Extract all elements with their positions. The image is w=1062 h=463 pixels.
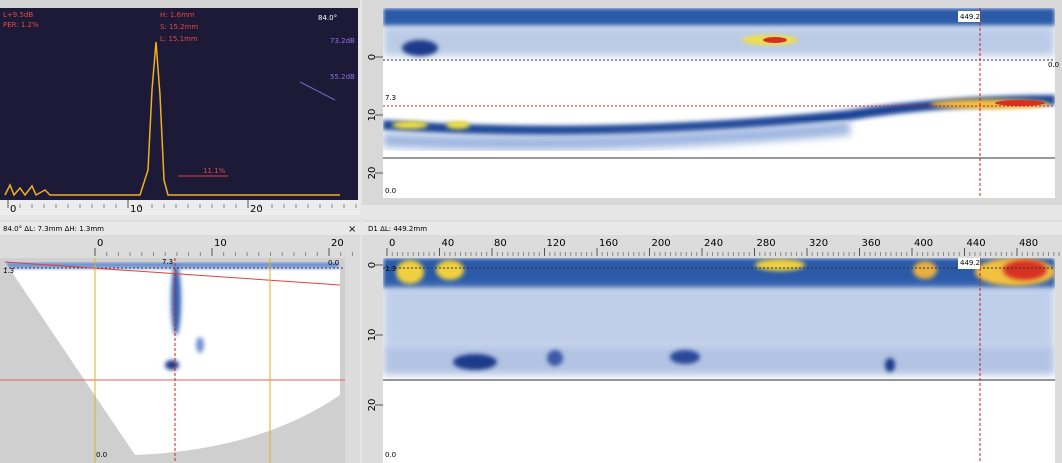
cursor-label: 449.2 <box>960 259 980 267</box>
ascan-panel: L+9.5dB PER: 1.2% H: 1.6mm S: 15.2mm L: … <box>0 0 360 215</box>
ref-label: 0.0 <box>385 451 396 459</box>
ruler-label: 360 <box>862 238 881 249</box>
ruler-label: 0 <box>367 54 378 60</box>
sscan-header: 84.0° ΔL: 7.3mm ΔH: 1.3mm <box>3 225 104 233</box>
ruler-label: 200 <box>652 238 671 249</box>
ref-label: 0.0 <box>96 451 107 459</box>
ref-label: 1.3 <box>385 265 396 273</box>
ref-label: 0.0 <box>328 259 339 267</box>
ruler-label: 440 <box>967 238 986 249</box>
ruler-label: 0 <box>389 238 395 249</box>
ruler-label: 0 <box>10 204 16 215</box>
ruler-label: 20 <box>367 167 378 180</box>
readout: L+9.5dB <box>3 11 33 19</box>
ruler-label: 400 <box>914 238 933 249</box>
ruler-label: 10 <box>214 238 227 249</box>
dscan-panel: D1 ΔL: 449.2mm 449.2 1.3 0.0 0 40 80 120 160… <box>362 220 1062 463</box>
ruler-label: 160 <box>599 238 618 249</box>
readout: H: 1.6mm <box>160 11 195 19</box>
readout: L: 15.1mm <box>160 35 198 43</box>
ruler-label: 20 <box>331 238 344 249</box>
ruler-label: 0 <box>97 238 103 249</box>
gain-mark: 55.2dB <box>330 73 355 81</box>
bscan-panel: 449.2 7.3 0.0 0.0 0 10 20 <box>362 0 1062 205</box>
ruler-label: 120 <box>547 238 566 249</box>
ruler-label: 80 <box>494 238 507 249</box>
ref-label: 0.0 <box>385 187 396 195</box>
ruler-label: 20 <box>250 204 263 215</box>
ruler-label: 280 <box>757 238 776 249</box>
ref-label: 1.3 <box>3 267 14 275</box>
ruler-label: 10 <box>367 109 378 122</box>
close-button[interactable]: × <box>348 224 356 235</box>
gain-mark: 73.2dB <box>330 37 355 45</box>
angle: 84.0° <box>318 14 337 22</box>
workspace: L+9.5dB PER: 1.2% H: 1.6mm S: 15.2mm L: … <box>0 0 1062 463</box>
ruler-label: 320 <box>809 238 828 249</box>
ruler-label: 20 <box>367 399 378 412</box>
gate-label: 11.1% <box>203 167 226 175</box>
ruler-label: 10 <box>367 329 378 342</box>
ref-label: 0.0 <box>1048 61 1059 69</box>
readout: S: 15.2mm <box>160 23 198 31</box>
app: {"ascan":{"readouts_left":["L+9.5dB","PE… <box>0 0 1062 463</box>
ruler-label: 480 <box>1019 238 1038 249</box>
ruler-label: 0 <box>367 262 378 268</box>
ref-label: 7.3 <box>385 94 396 102</box>
ruler-label: 10 <box>130 204 143 215</box>
dscan-header: D1 ΔL: 449.2mm <box>368 225 427 233</box>
ruler-label: 240 <box>704 238 723 249</box>
cursor-label: 449.2 <box>960 13 980 21</box>
ruler-label: 40 <box>442 238 455 249</box>
readout: PER: 1.2% <box>3 21 39 29</box>
ref-label: 7.3 <box>162 258 173 266</box>
